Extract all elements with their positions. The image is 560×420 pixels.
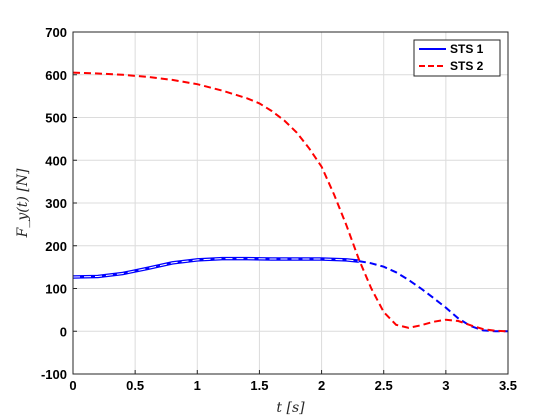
y-tick-label: -100 <box>41 367 67 382</box>
grid <box>73 32 508 374</box>
y-tick-label: 0 <box>60 324 67 339</box>
tick-labels: 0 0.5 1 1.5 2 2.5 3 3.5-10001002003004005006007… <box>41 25 517 393</box>
x-tick-label: 0.5 <box>126 378 144 393</box>
x-tick-label: 2.5 <box>375 378 393 393</box>
x-tick-label: 2 <box>318 378 325 393</box>
legend-label-sts1: STS 1 <box>450 42 484 56</box>
legend: STS 1 STS 2 <box>413 39 501 77</box>
x-tick-label: 3.5 <box>499 378 517 393</box>
y-tick-label: 500 <box>45 111 67 126</box>
legend-box <box>413 39 501 77</box>
x-tick-label: 1 <box>194 378 201 393</box>
series-layer <box>72 71 509 333</box>
y-tick-label: 300 <box>45 196 67 211</box>
x-axis-label: t [s] <box>276 400 305 416</box>
y-tick-label: 400 <box>45 153 67 168</box>
series-line-sts2 <box>72 71 509 333</box>
x-tick-label: 1.5 <box>250 378 268 393</box>
series-line-sts1-overlay <box>72 258 359 278</box>
y-tick-label: 600 <box>45 68 67 83</box>
ticks <box>72 31 509 375</box>
x-tick-label: 3 <box>442 378 449 393</box>
series-line-sts1-dashed <box>358 260 508 333</box>
y-tick-label: 100 <box>45 282 67 297</box>
y-axis-label: F_y(t) [N] <box>15 168 31 238</box>
y-tick-label: 200 <box>45 239 67 254</box>
x-tick-label: 0 <box>69 378 76 393</box>
y-tick-label: 700 <box>45 25 67 40</box>
legend-label-sts2: STS 2 <box>450 59 484 73</box>
